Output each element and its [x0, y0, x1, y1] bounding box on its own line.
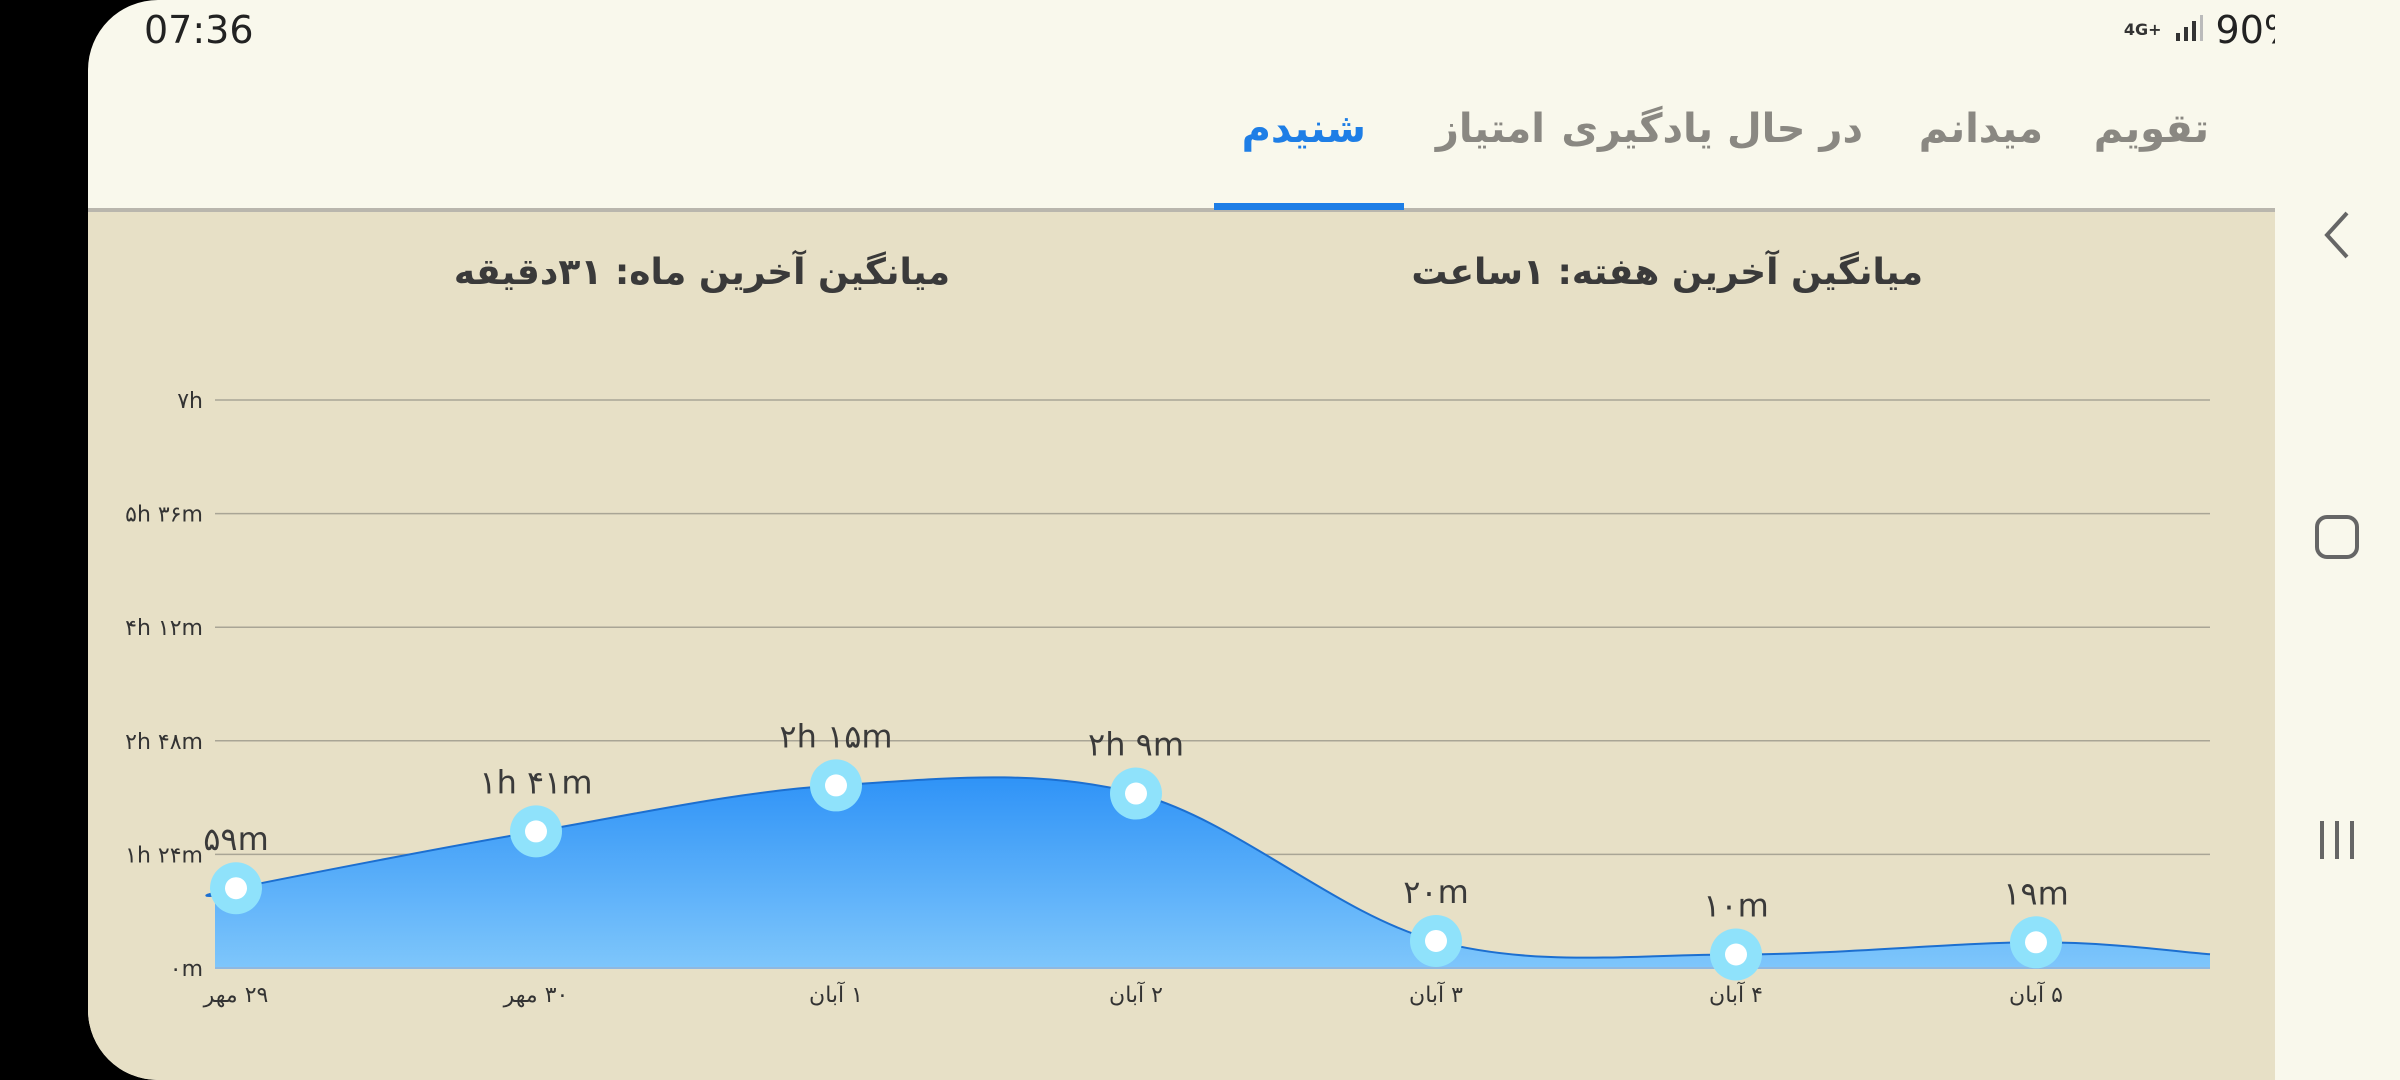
- tab-score[interactable]: امتیاز: [1435, 106, 1545, 152]
- week-average: میانگین آخرین هفته: ۱ساعت: [1411, 252, 1923, 293]
- x-tick-label: ۱ آبان: [809, 981, 863, 1008]
- data-point-center: [1725, 943, 1747, 966]
- tab-calendar[interactable]: تقویم: [2093, 106, 2209, 152]
- data-point-center: [525, 820, 547, 843]
- x-tick-label: ۲۹ مهر: [203, 983, 269, 1008]
- series-area: [206, 777, 2211, 968]
- chevron-left-icon[interactable]: [2297, 195, 2377, 275]
- listening-time-chart: ۰m ۱h ۲۴m ۲h ۴۸m ۴h ۱۲m ۵h ۳۶m ۷h ۵۹m ۲۹ مهر ۱h …: [125, 389, 2211, 1008]
- tab-bar-divider: [88, 208, 2275, 212]
- y-tick-label: ۰m: [170, 957, 203, 982]
- network-4g-icon: 4G+: [2123, 20, 2162, 39]
- signal-icon: [2174, 8, 2204, 52]
- data-point-center: [825, 774, 847, 797]
- data-point-center: [2025, 931, 2047, 954]
- data-label: ۲۰m: [1403, 873, 1469, 911]
- data-point-center: [1425, 929, 1447, 952]
- y-tick-label: ۵h ۳۶m: [125, 503, 203, 528]
- data-label: ۲h ۹m: [1088, 726, 1184, 764]
- tab-know[interactable]: میدانم: [1918, 106, 2043, 152]
- tab-heard[interactable]: شنیدم: [1241, 106, 1366, 152]
- x-tick-label: ۵ آبان: [2009, 981, 2063, 1008]
- app-screen: 07:36 4G+ 90% تقویم میدانم در حال یادگیر…: [88, 0, 2400, 1080]
- data-point-center: [1125, 782, 1147, 805]
- y-tick-label: ۱h ۲۴m: [125, 843, 203, 868]
- status-time: 07:36: [144, 8, 254, 52]
- tab-learning[interactable]: در حال یادگیری: [1561, 106, 1863, 152]
- tab-bar: تقویم میدانم در حال یادگیری امتیاز شنیدم: [88, 96, 2275, 210]
- home-icon[interactable]: [2297, 497, 2377, 577]
- y-tick-label: ۴h ۱۲m: [125, 616, 203, 641]
- month-average: میانگین آخرین ماه: ۳۱دقیقه: [453, 252, 950, 293]
- data-label: ۵۹m: [203, 820, 269, 858]
- y-tick-label: ۷h: [177, 389, 203, 414]
- data-point-center: [225, 877, 247, 900]
- x-tick-label: ۲ آبان: [1109, 981, 1163, 1008]
- data-label: ۱۰m: [1703, 886, 1769, 924]
- chart-panel: میانگین آخرین هفته: ۱ساعت میانگین آخرین …: [88, 212, 2275, 1080]
- y-tick-label: ۲h ۴۸m: [125, 730, 203, 755]
- system-nav-bar: [2275, 0, 2400, 1080]
- active-tab-indicator: [1214, 203, 1404, 210]
- data-label: ۱۹m: [2003, 874, 2069, 912]
- x-tick-label: ۳۰ مهر: [503, 983, 569, 1008]
- recents-icon[interactable]: [2297, 800, 2377, 880]
- data-label: ۲h ۱۵m: [779, 717, 892, 755]
- x-tick-label: ۴ آبان: [1709, 981, 1763, 1008]
- data-label: ۱h ۴۱m: [479, 763, 592, 801]
- x-tick-label: ۳ آبان: [1409, 981, 1463, 1008]
